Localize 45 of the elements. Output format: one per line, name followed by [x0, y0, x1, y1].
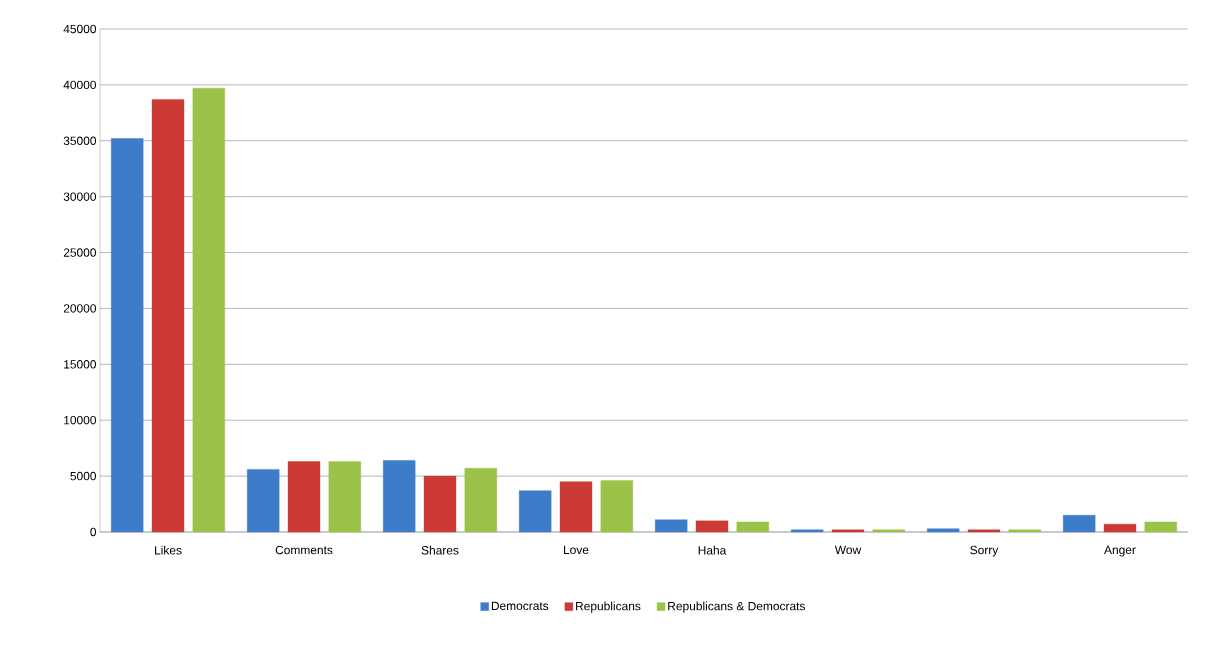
y-tick-label: 5000 — [70, 471, 97, 481]
bar — [1144, 521, 1177, 533]
bar — [1063, 515, 1096, 533]
bar — [600, 480, 633, 533]
y-tick-label: 0 — [90, 527, 97, 537]
bar — [328, 461, 361, 533]
bar — [967, 529, 1001, 533]
x-tick-label: Comments — [275, 545, 333, 555]
bar — [464, 468, 497, 533]
bar — [1103, 523, 1137, 533]
bar — [247, 469, 280, 533]
bar — [695, 520, 729, 533]
x-tick-label: Haha — [698, 545, 727, 555]
bar — [383, 460, 416, 533]
y-tick-label: 20000 — [63, 304, 97, 313]
bar — [872, 529, 905, 533]
x-tick-label: Wow — [834, 545, 862, 555]
bar — [1008, 529, 1041, 533]
y-tick-label: 40000 — [63, 80, 97, 90]
bar — [423, 475, 457, 533]
bar — [831, 529, 865, 533]
bar — [736, 521, 769, 533]
x-tick-label: Sorry — [970, 545, 999, 557]
x-tick-label: Anger — [1104, 545, 1136, 557]
bar — [655, 519, 688, 533]
bar — [192, 88, 225, 533]
y-tick-label: 45000 — [63, 24, 97, 34]
bar — [559, 481, 593, 533]
x-tick-label: Love — [564, 545, 589, 555]
bar — [791, 529, 824, 533]
x-tick-label: Likes — [155, 545, 182, 555]
y-tick-label: 10000 — [64, 415, 97, 425]
legend-label: Republicans & Democrats — [668, 601, 806, 613]
y-tick-label: 25000 — [63, 248, 97, 257]
x-tick-label: Shares — [421, 545, 459, 555]
bar — [519, 490, 552, 533]
bar — [927, 528, 960, 533]
y-tick-label: 35000 — [63, 136, 97, 145]
y-tick-label: 30000 — [63, 192, 97, 201]
y-tick-label: 15000 — [64, 360, 97, 369]
bar — [151, 99, 185, 533]
legend-label: Democrats — [491, 601, 549, 611]
bar — [287, 461, 321, 533]
bar — [111, 138, 144, 533]
legend-label: Republicans — [576, 601, 641, 613]
